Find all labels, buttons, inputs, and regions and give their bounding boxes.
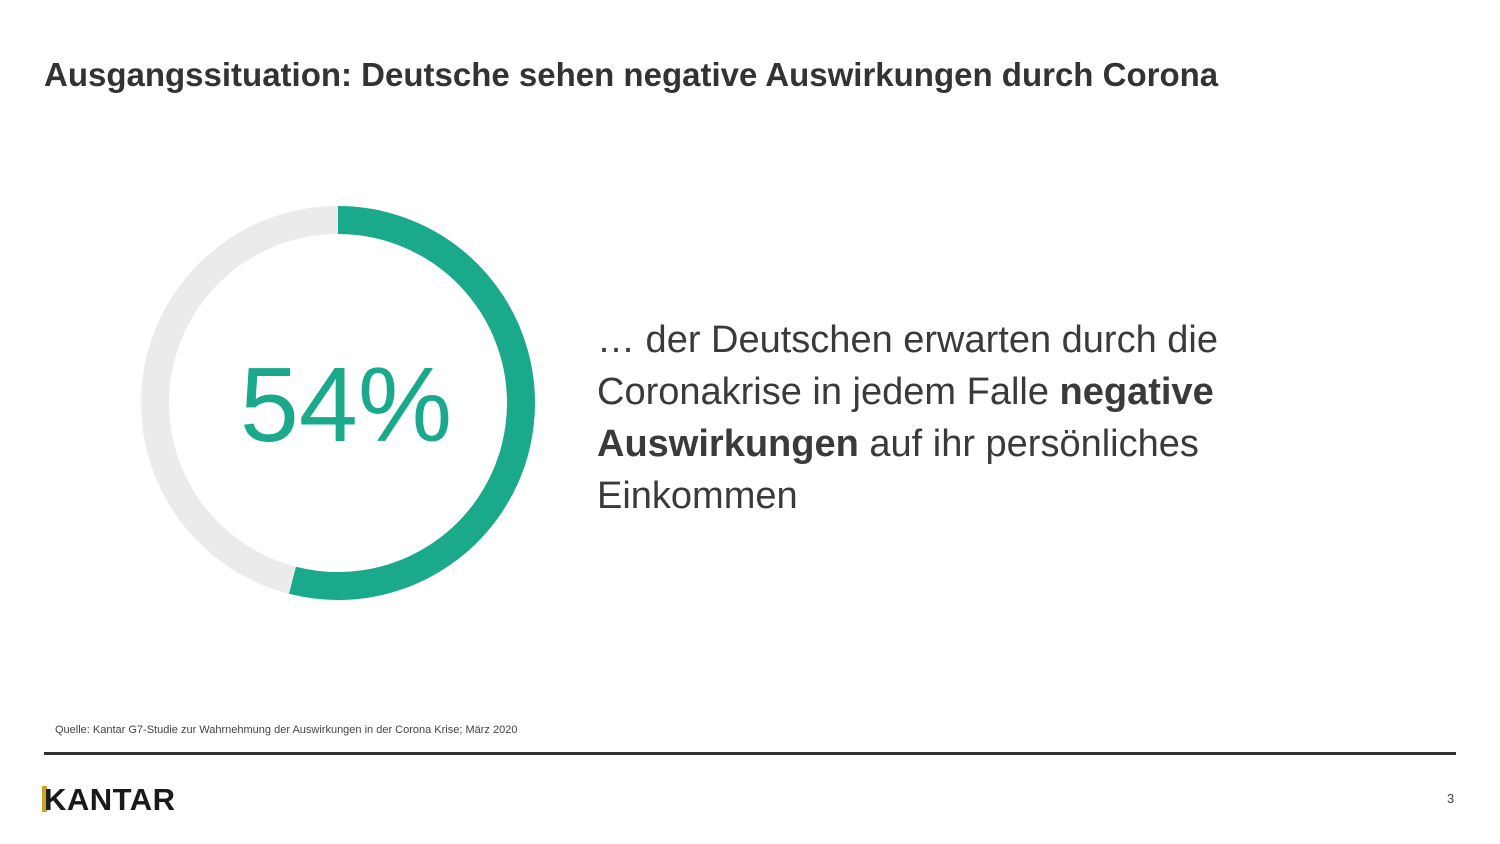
text-line: Einkommen [597,470,1218,522]
donut-chart: 54% [141,206,535,600]
text-span: Einkommen [597,475,798,517]
bold-text: negative [1059,371,1214,413]
value-label: 54% [240,346,452,464]
logo: KANTAR [44,782,176,817]
text-span: Coronakrise in jedem Falle [597,371,1060,413]
donut-arc [289,206,535,600]
page-number: 3 [1447,791,1455,806]
text-line: Coronakrise in jedem Falle negative [597,366,1218,418]
body-text: … der Deutschen erwarten durch die Corona… [597,314,1218,522]
source-note: Quelle: Kantar G7-Studie zur Wahrnehmung… [55,724,518,736]
text-line: … der Deutschen erwarten durch die [597,314,1218,366]
bold-text: Auswirkungen [597,423,859,465]
footer-rule [44,752,1456,755]
text-span: … der Deutschen erwarten durch die [597,319,1218,361]
text-line: Auswirkungen auf ihr persönliches [597,418,1218,470]
logo-accent [42,786,47,812]
text-span: auf ihr persönliches [858,423,1199,465]
slide-title: Ausgangssituation: Deutsche sehen negati… [44,56,1219,93]
